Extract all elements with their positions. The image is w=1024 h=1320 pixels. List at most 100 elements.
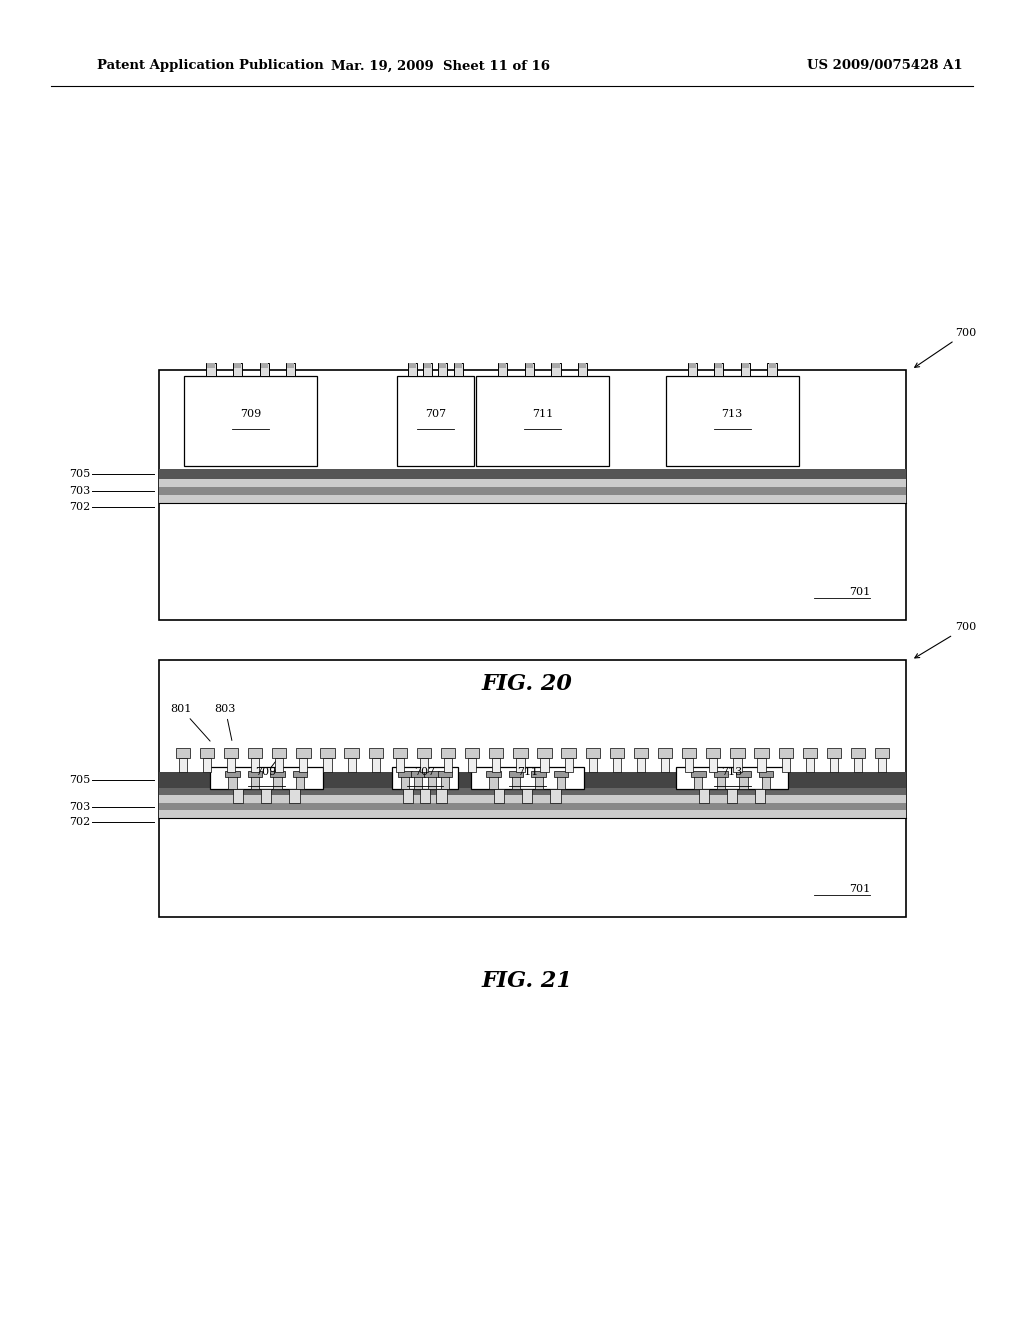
Bar bbox=[207, 363, 215, 368]
Bar bbox=[516, 758, 524, 772]
Bar bbox=[287, 363, 295, 368]
Bar bbox=[233, 789, 244, 803]
Bar bbox=[806, 758, 814, 772]
Bar bbox=[500, 363, 507, 368]
Bar bbox=[159, 370, 906, 620]
Bar bbox=[159, 803, 906, 810]
Bar bbox=[688, 363, 696, 376]
Bar bbox=[688, 363, 696, 368]
Bar bbox=[203, 758, 211, 772]
Bar bbox=[424, 363, 431, 368]
Bar bbox=[159, 487, 906, 495]
Bar bbox=[251, 758, 259, 772]
Text: 703: 703 bbox=[69, 801, 90, 812]
Text: Patent Application Publication: Patent Application Publication bbox=[97, 59, 324, 73]
Bar bbox=[682, 748, 696, 758]
Bar bbox=[227, 758, 236, 772]
Bar bbox=[444, 758, 453, 772]
Bar bbox=[261, 789, 271, 803]
Bar bbox=[730, 748, 744, 758]
Bar bbox=[428, 772, 436, 789]
Bar bbox=[551, 789, 561, 803]
Bar bbox=[715, 363, 723, 376]
Bar bbox=[260, 363, 268, 376]
Text: 700: 700 bbox=[914, 622, 977, 657]
Bar bbox=[525, 363, 535, 376]
Text: 709: 709 bbox=[256, 767, 276, 776]
Text: 701: 701 bbox=[849, 883, 870, 894]
Bar bbox=[634, 748, 648, 758]
Bar bbox=[228, 772, 237, 789]
Bar bbox=[759, 771, 773, 777]
Bar bbox=[829, 758, 838, 772]
Bar bbox=[423, 363, 432, 376]
Bar bbox=[509, 771, 523, 777]
Bar bbox=[741, 363, 750, 376]
Bar bbox=[296, 772, 304, 789]
Text: 707: 707 bbox=[415, 767, 435, 776]
Bar bbox=[372, 758, 380, 772]
Bar bbox=[694, 772, 702, 789]
Bar bbox=[437, 771, 452, 777]
Bar bbox=[710, 758, 718, 772]
Bar bbox=[224, 748, 239, 758]
Bar bbox=[179, 758, 187, 772]
Bar bbox=[417, 748, 431, 758]
Bar bbox=[275, 758, 284, 772]
Bar bbox=[476, 376, 609, 466]
Bar bbox=[441, 748, 456, 758]
Text: 700: 700 bbox=[914, 327, 977, 367]
Bar bbox=[714, 771, 728, 777]
Bar bbox=[727, 789, 737, 803]
Bar bbox=[400, 772, 409, 789]
Text: 711: 711 bbox=[517, 767, 538, 776]
Bar bbox=[225, 771, 240, 777]
Bar bbox=[206, 363, 215, 376]
Bar bbox=[589, 758, 597, 772]
Bar bbox=[159, 810, 906, 818]
Bar bbox=[424, 771, 438, 777]
Bar bbox=[851, 748, 865, 758]
Bar bbox=[232, 363, 242, 376]
Bar bbox=[260, 363, 268, 368]
Bar bbox=[159, 788, 906, 795]
Bar bbox=[717, 772, 725, 789]
Bar bbox=[579, 363, 588, 376]
Bar bbox=[781, 758, 790, 772]
Text: 702: 702 bbox=[69, 502, 90, 512]
Bar bbox=[553, 363, 560, 368]
Bar bbox=[293, 771, 307, 777]
Bar bbox=[455, 363, 462, 368]
Text: US 2009/0075428 A1: US 2009/0075428 A1 bbox=[807, 59, 963, 73]
Bar bbox=[210, 767, 323, 789]
Bar bbox=[526, 363, 534, 368]
Bar bbox=[159, 495, 906, 503]
Bar bbox=[248, 748, 262, 758]
Bar bbox=[408, 363, 417, 376]
Bar bbox=[676, 767, 788, 789]
Text: 707: 707 bbox=[425, 409, 445, 420]
Text: 703: 703 bbox=[69, 486, 90, 496]
Bar bbox=[397, 376, 473, 466]
Bar bbox=[273, 772, 282, 789]
Bar bbox=[287, 363, 296, 376]
Bar bbox=[826, 748, 841, 758]
Bar bbox=[666, 376, 799, 466]
Bar bbox=[513, 748, 527, 758]
Bar bbox=[438, 363, 447, 376]
Bar bbox=[554, 771, 568, 777]
Text: 705: 705 bbox=[69, 775, 90, 785]
Bar bbox=[768, 363, 776, 368]
Bar bbox=[535, 772, 543, 789]
Bar bbox=[557, 772, 565, 789]
Bar bbox=[707, 748, 721, 758]
Bar bbox=[414, 772, 422, 789]
Bar bbox=[391, 767, 458, 789]
Text: 801: 801 bbox=[171, 704, 210, 741]
Bar bbox=[538, 748, 552, 758]
Bar bbox=[637, 758, 645, 772]
Bar bbox=[471, 767, 584, 789]
Bar bbox=[324, 758, 332, 772]
Bar bbox=[736, 771, 751, 777]
Bar bbox=[512, 772, 520, 789]
